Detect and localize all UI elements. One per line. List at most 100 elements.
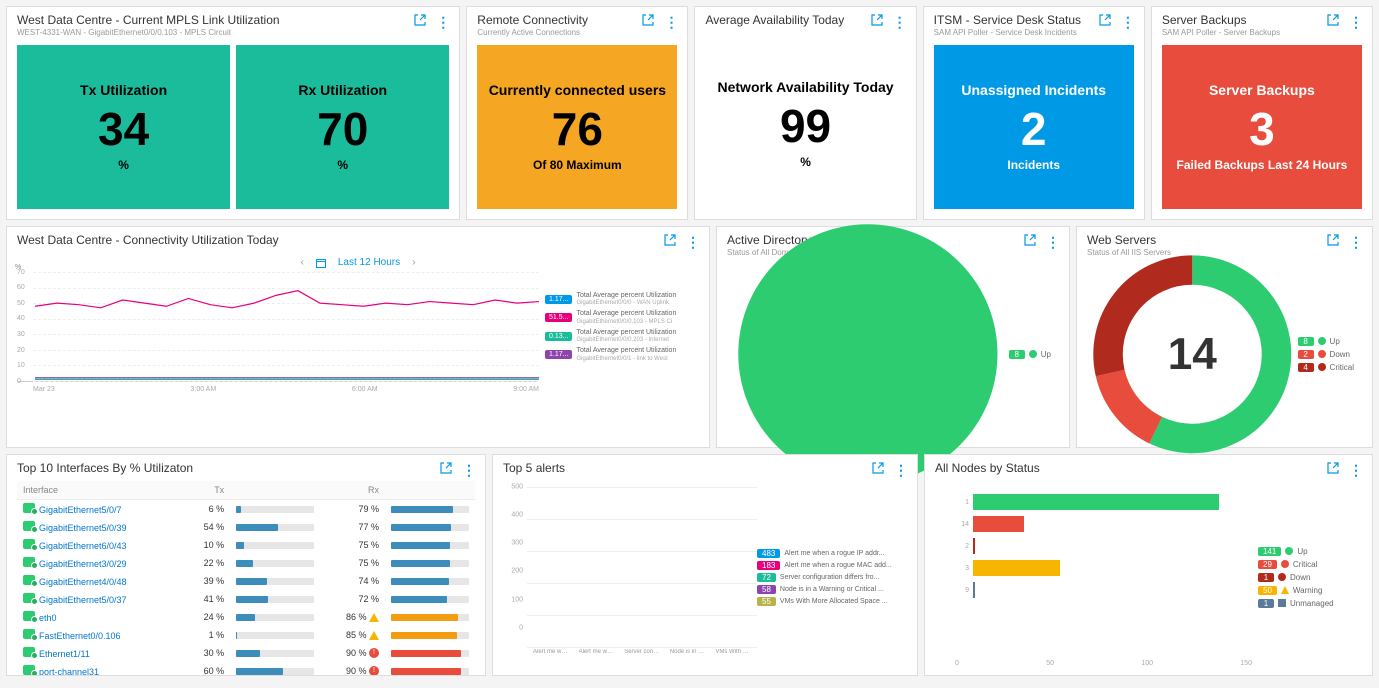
legend-item[interactable]: 1 Unmanaged bbox=[1258, 599, 1362, 608]
kpi-value: 70 bbox=[317, 106, 368, 152]
legend-item[interactable]: 4Critical bbox=[1298, 363, 1354, 372]
more-icon[interactable]: ⋮ bbox=[1349, 17, 1362, 27]
rx-bar bbox=[391, 578, 469, 585]
col-rx[interactable]: Rx bbox=[320, 481, 385, 500]
more-icon[interactable]: ⋮ bbox=[436, 17, 449, 27]
legend-badge: 8 bbox=[1009, 350, 1025, 359]
popout-icon[interactable] bbox=[1327, 233, 1339, 251]
popout-icon[interactable] bbox=[1024, 233, 1036, 251]
pie-chart bbox=[727, 213, 1009, 495]
x-tick: 150 bbox=[1240, 660, 1252, 667]
col-tx[interactable]: Tx bbox=[183, 481, 230, 500]
more-icon[interactable]: ⋮ bbox=[462, 465, 475, 475]
kpi-tile: Rx Utilization 70 % bbox=[236, 45, 449, 209]
interface-link[interactable]: GigabitEthernet5/0/37 bbox=[39, 595, 127, 605]
more-icon[interactable]: ⋮ bbox=[893, 17, 906, 27]
hbar[interactable] bbox=[973, 516, 1252, 532]
kpi-value: 76 bbox=[552, 106, 603, 152]
legend-item[interactable]: 2Down bbox=[1298, 350, 1354, 359]
interface-link[interactable]: GigabitEthernet4/0/48 bbox=[39, 577, 127, 587]
legend-item[interactable]: 0.13... Total Average percent Utilizatio… bbox=[545, 329, 699, 344]
legend-item[interactable]: 55VMs With More Allocated Space ... bbox=[757, 597, 907, 606]
popout-icon[interactable] bbox=[872, 461, 884, 479]
interface-link[interactable]: Ethernet1/11 bbox=[39, 649, 90, 659]
legend-label: Unmanaged bbox=[1290, 599, 1334, 608]
panel-title: Top 10 Interfaces By % Utilizaton bbox=[17, 461, 440, 475]
more-icon[interactable]: ⋮ bbox=[1121, 17, 1134, 27]
x-tick: 0 bbox=[955, 660, 959, 667]
legend-item[interactable]: 29Critical bbox=[1258, 560, 1362, 569]
more-icon[interactable]: ⋮ bbox=[664, 17, 677, 27]
legend-item[interactable]: 8Up bbox=[1009, 350, 1051, 359]
interface-link[interactable]: port-channel31 bbox=[39, 667, 99, 675]
legend-badge: 1 bbox=[1258, 599, 1274, 608]
kpi-sub: % bbox=[800, 155, 811, 169]
tx-bar bbox=[236, 542, 314, 549]
legend-label: Up bbox=[1297, 547, 1307, 556]
rx-value: 79 % bbox=[320, 500, 385, 519]
legend-item[interactable]: 50Warning bbox=[1258, 586, 1362, 595]
legend-badge: 1.17... bbox=[545, 295, 572, 304]
col-interface[interactable]: Interface bbox=[17, 481, 183, 500]
legend-badge: 1.17... bbox=[545, 350, 572, 359]
legend-item[interactable]: 141Up bbox=[1258, 547, 1362, 556]
interface-link[interactable]: GigabitEthernet5/0/39 bbox=[39, 523, 127, 533]
kpi-sub: Failed Backups Last 24 Hours bbox=[1177, 158, 1348, 172]
legend-item[interactable]: 1Down bbox=[1258, 573, 1362, 582]
kpi-value: 3 bbox=[1249, 106, 1275, 152]
hbar[interactable] bbox=[973, 582, 1252, 598]
x-label: Alert me when a... bbox=[533, 649, 569, 667]
legend-item[interactable]: 58Node is in a Warning or Critical ... bbox=[757, 585, 907, 594]
popout-icon[interactable] bbox=[1099, 13, 1111, 31]
tx-value: 6 % bbox=[183, 500, 230, 519]
popout-icon[interactable] bbox=[1327, 461, 1339, 479]
panel-alerts: Top 5 alerts ⋮ 0100200300400500Alert me … bbox=[492, 454, 918, 676]
time-prev[interactable]: ‹ bbox=[301, 257, 304, 268]
legend-item[interactable]: 8Up bbox=[1298, 337, 1354, 346]
rx-value: 86 % bbox=[320, 608, 385, 626]
popout-icon[interactable] bbox=[664, 233, 676, 251]
panel-title: Web Servers bbox=[1087, 233, 1327, 247]
more-icon[interactable]: ⋮ bbox=[894, 465, 907, 475]
check-icon bbox=[1029, 350, 1037, 358]
more-icon[interactable]: ⋮ bbox=[1349, 237, 1362, 247]
legend-item[interactable]: 51.5... Total Average percent Utilizatio… bbox=[545, 310, 699, 325]
legend-badge: 72 bbox=[757, 573, 776, 582]
popout-icon[interactable] bbox=[1327, 13, 1339, 31]
more-icon[interactable]: ⋮ bbox=[1046, 237, 1059, 247]
rx-bar bbox=[391, 524, 469, 531]
popout-icon[interactable] bbox=[440, 461, 452, 479]
panel-subtitle: Currently Active Connections bbox=[477, 28, 642, 37]
legend-item[interactable]: 183Alert me when a rogue MAC add... bbox=[757, 561, 907, 570]
interface-link[interactable]: GigabitEthernet6/0/43 bbox=[39, 541, 127, 551]
legend-label: Warning bbox=[1293, 586, 1323, 595]
interface-link[interactable]: eth0 bbox=[39, 613, 57, 623]
time-next[interactable]: › bbox=[412, 257, 415, 268]
legend-item[interactable]: 72Server configuration differs fro... bbox=[757, 573, 907, 582]
rx-value: 90 % ! bbox=[320, 644, 385, 662]
table-row: eth0 24 % 86 % bbox=[17, 608, 475, 626]
interface-link[interactable]: GigabitEthernet3/0/29 bbox=[39, 559, 127, 569]
popout-icon[interactable] bbox=[414, 13, 426, 31]
panel-nodes: All Nodes by Status ⋮ 1 14 2 3 9 0501001… bbox=[924, 454, 1373, 676]
more-icon[interactable]: ⋮ bbox=[1349, 465, 1362, 475]
time-range-label[interactable]: Last 12 Hours bbox=[338, 257, 400, 268]
kpi-tile: Tx Utilization 34 % bbox=[17, 45, 230, 209]
more-icon[interactable]: ⋮ bbox=[686, 237, 699, 247]
interface-link[interactable]: GigabitEthernet5/0/7 bbox=[39, 505, 122, 515]
legend-item[interactable]: 483Alert me when a rogue IP addr... bbox=[757, 549, 907, 558]
interface-link[interactable]: FastEthernet0/0.106 bbox=[39, 631, 121, 641]
legend-badge: 4 bbox=[1298, 363, 1314, 372]
panel-itsm: ITSM - Service Desk Status SAM API Polle… bbox=[923, 6, 1145, 220]
legend-item[interactable]: 1.17... Total Average percent Utilizatio… bbox=[545, 347, 699, 362]
legend-item[interactable]: 1.17... Total Average percent Utilizatio… bbox=[545, 292, 699, 307]
panel-interfaces: Top 10 Interfaces By % Utilizaton ⋮ Inte… bbox=[6, 454, 486, 676]
popout-icon[interactable] bbox=[871, 13, 883, 31]
hbar[interactable] bbox=[973, 538, 1252, 554]
kpi-sub: Incidents bbox=[1007, 158, 1060, 172]
hbar[interactable] bbox=[973, 560, 1252, 576]
hbar[interactable] bbox=[973, 494, 1252, 510]
popout-icon[interactable] bbox=[642, 13, 654, 31]
kpi-tile: Currently connected users 76 Of 80 Maxim… bbox=[477, 45, 677, 209]
tx-value: 60 % bbox=[183, 662, 230, 675]
